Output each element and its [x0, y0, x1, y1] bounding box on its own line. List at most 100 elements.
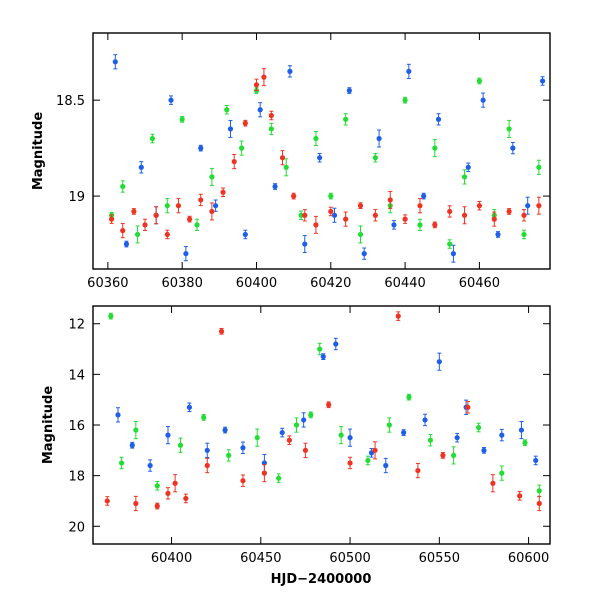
data-point: [213, 203, 219, 209]
data-point: [518, 427, 525, 433]
data-point: [175, 203, 182, 209]
data-point: [177, 442, 184, 448]
data-point: [376, 135, 382, 142]
data-point: [476, 78, 483, 84]
data-point: [242, 231, 248, 238]
data-point: [361, 251, 367, 257]
bottom-x-tick-label: 60400: [151, 551, 192, 566]
data-point: [224, 107, 230, 113]
data-point: [499, 432, 505, 438]
data-point: [465, 404, 471, 410]
data-point: [383, 462, 389, 469]
data-point: [402, 216, 408, 222]
data-point: [165, 432, 171, 438]
top-y-tick-label: 18.5: [56, 94, 85, 109]
data-point: [440, 452, 446, 458]
data-point: [357, 203, 364, 209]
data-point: [333, 341, 339, 347]
data-point: [279, 429, 285, 436]
data-point: [183, 495, 189, 502]
data-point: [521, 212, 527, 218]
bottom-y-tick-label: 16: [68, 419, 85, 434]
data-point: [506, 208, 512, 215]
data-point: [522, 440, 528, 446]
data-point: [164, 231, 170, 238]
data-point: [168, 97, 174, 103]
data-point: [204, 462, 210, 469]
bottom-x-tick-label: 60450: [240, 551, 281, 566]
data-point: [222, 427, 228, 433]
top-series-2: [108, 68, 542, 240]
top-x-tick-label: 60440: [384, 276, 425, 291]
top-plot-area: [108, 54, 546, 263]
data-point: [253, 82, 260, 88]
data-point: [447, 208, 453, 215]
bottom-plot-area: [104, 311, 542, 512]
data-point: [226, 452, 232, 458]
bottom-x-axis-label: HJD−2400000: [271, 572, 372, 587]
data-point: [165, 490, 171, 496]
bottom-x-tick-label: 60550: [419, 551, 460, 566]
data-point: [218, 328, 225, 334]
data-point: [422, 417, 428, 423]
data-point: [490, 480, 496, 486]
data-point: [291, 193, 297, 199]
top-x-tick-label: 60380: [161, 276, 202, 291]
data-point: [112, 59, 118, 65]
data-point: [239, 145, 245, 151]
bottom-y-tick-label: 14: [68, 368, 85, 383]
data-point: [372, 155, 378, 161]
data-point: [120, 228, 126, 234]
data-point: [402, 97, 408, 103]
data-point: [432, 145, 438, 151]
data-point: [131, 208, 137, 215]
data-point: [209, 208, 215, 215]
bottom-y-tick-label: 18: [68, 470, 85, 485]
data-point: [320, 354, 326, 360]
top-y-tick-label: 19: [68, 190, 85, 205]
data-point: [432, 222, 438, 228]
top-plot-frame: [92, 32, 551, 270]
data-point: [331, 212, 338, 218]
data-point: [450, 251, 456, 257]
data-point: [308, 412, 314, 418]
data-point: [298, 212, 304, 218]
data-point: [480, 97, 486, 103]
data-point: [240, 478, 246, 484]
data-point: [427, 437, 433, 443]
data-point: [183, 251, 189, 257]
data-point: [343, 216, 349, 222]
data-point: [293, 422, 300, 428]
data-point: [186, 404, 192, 410]
data-point: [401, 429, 407, 436]
data-point: [357, 231, 364, 238]
data-point: [517, 493, 523, 499]
data-point: [279, 155, 286, 161]
data-point: [220, 189, 226, 195]
bottom-x-tick-label: 60500: [329, 551, 370, 566]
data-point: [465, 164, 471, 170]
data-point: [536, 488, 542, 494]
data-point: [204, 447, 210, 453]
data-point: [365, 457, 371, 464]
bottom-series-2: [104, 311, 542, 512]
data-point: [198, 197, 204, 203]
data-point: [499, 470, 505, 476]
data-point: [521, 231, 527, 238]
bottom-y-tick-label: 12: [68, 318, 85, 333]
data-point: [154, 483, 160, 489]
data-point: [283, 164, 289, 170]
bottom-y-tick-label: 20: [68, 520, 85, 535]
data-point: [153, 212, 159, 218]
data-point: [406, 68, 412, 74]
data-point: [242, 120, 248, 126]
data-point: [386, 422, 392, 428]
data-point: [179, 116, 185, 122]
data-point: [338, 432, 344, 438]
data-point: [108, 313, 114, 319]
data-point: [510, 145, 516, 151]
top-x-tick-label: 60400: [236, 276, 277, 291]
data-point: [536, 164, 542, 170]
data-point: [435, 116, 442, 122]
